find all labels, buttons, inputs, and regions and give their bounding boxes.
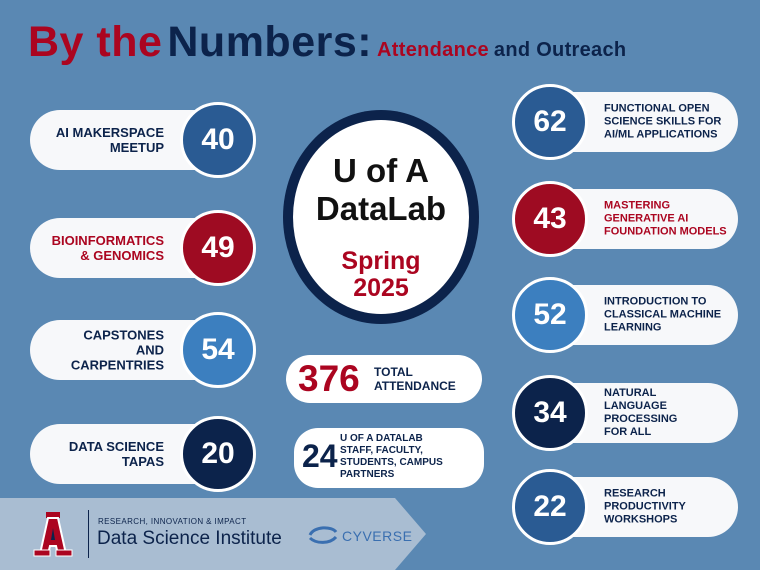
stat-label: CAPSTONES AND CARPENTRIES xyxy=(70,327,164,373)
stat-card-tapas: DATA SCIENCE TAPAS 20 xyxy=(30,416,256,492)
stat-value-circle: 20 xyxy=(180,416,256,492)
title-by-the: By the xyxy=(28,18,163,66)
stat-card-generative-ai: 43 MASTERING GENERATIVE AI FOUNDATION MO… xyxy=(512,181,738,257)
stat-value-circle: 52 xyxy=(512,277,588,353)
dsi-tagline: RESEARCH, INNOVATION & IMPACT xyxy=(98,517,247,526)
stat-value-circle: 54 xyxy=(180,312,256,388)
page-title: By the Numbers: Attendance and Outreach xyxy=(28,18,626,67)
stat-label: AI MAKERSPACE MEETUP xyxy=(55,125,164,155)
stat-card-capstones: CAPSTONES AND CARPENTRIES 54 xyxy=(30,312,256,388)
footer-banner: RESEARCH, INNOVATION & IMPACT Data Scien… xyxy=(0,498,426,570)
footer-divider xyxy=(88,510,89,558)
semester-label: Spring 2025 xyxy=(341,247,421,302)
title-attendance: Attendance xyxy=(377,39,489,61)
stat-card-ai-makerspace: AI MAKERSPACE MEETUP 40 xyxy=(30,102,256,178)
logo-letter xyxy=(33,512,73,557)
stat-label: RESEARCH PRODUCTIVITY WORKSHOPS xyxy=(604,487,686,526)
datalab-name: U of A DataLab xyxy=(315,152,447,227)
dsi-name: Data Science Institute xyxy=(97,528,282,549)
staff-count-card: 24 U OF A DATALAB STAFF, FACULTY, STUDEN… xyxy=(294,428,484,488)
total-attendance-card: 376 TOTAL ATTENDANCE xyxy=(286,355,482,403)
title-outreach: and Outreach xyxy=(493,39,627,61)
stat-value-circle: 34 xyxy=(512,375,588,451)
stat-card-nlp: 34 NATURAL LANGUAGE PROCESSING FOR ALL xyxy=(512,375,738,451)
stat-value-circle: 43 xyxy=(512,181,588,257)
staff-count-label: U OF A DATALAB STAFF, FACULTY, STUDENTS,… xyxy=(340,433,443,480)
stat-card-bioinformatics: BIOINFORMATICS & GENOMICS 49 xyxy=(30,210,256,286)
stat-label: BIOINFORMATICS & GENOMICS xyxy=(51,233,164,263)
stat-value-circle: 40 xyxy=(180,102,256,178)
stat-label: NATURAL LANGUAGE PROCESSING FOR ALL xyxy=(604,387,678,438)
cyverse-logo-icon xyxy=(308,526,338,544)
university-logo-icon xyxy=(33,512,73,557)
stat-value-circle: 22 xyxy=(512,469,588,545)
total-attendance-value: 376 xyxy=(298,358,360,399)
stat-card-research-productivity: 22 RESEARCH PRODUCTIVITY WORKSHOPS xyxy=(512,469,738,545)
stat-label: INTRODUCTION TO CLASSICAL MACHINE LEARNI… xyxy=(604,295,722,334)
stat-label: DATA SCIENCE TAPAS xyxy=(68,439,164,469)
staff-count-value: 24 xyxy=(302,438,338,474)
stat-card-open-science: 62 FUNCTIONAL OPEN SCIENCE SKILLS FOR AI… xyxy=(512,84,738,160)
stat-label: MASTERING GENERATIVE AI FOUNDATION MODEL… xyxy=(604,199,727,238)
stat-value-circle: 49 xyxy=(180,210,256,286)
stat-label: FUNCTIONAL OPEN SCIENCE SKILLS FOR AI/ML… xyxy=(604,102,722,141)
cyverse-name: CYVERSE xyxy=(342,528,413,544)
total-attendance-label: TOTAL ATTENDANCE xyxy=(374,365,456,393)
stat-value-circle: 62 xyxy=(512,84,588,160)
title-numbers: Numbers: xyxy=(167,18,373,66)
center-badge: U of A DataLab Spring 2025 xyxy=(283,110,479,324)
stat-card-classical-ml: 52 INTRODUCTION TO CLASSICAL MACHINE LEA… xyxy=(512,277,738,353)
